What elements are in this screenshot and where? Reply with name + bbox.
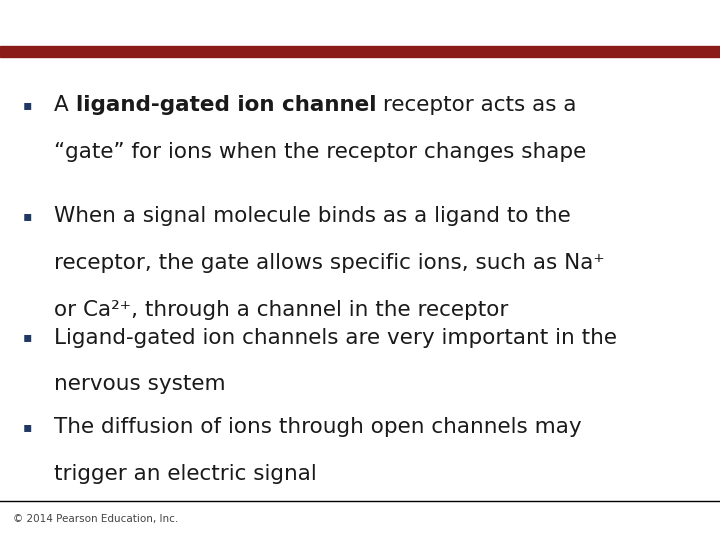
Text: Ligand-gated ion channels are very important in the: Ligand-gated ion channels are very impor… (54, 327, 617, 348)
Text: nervous system: nervous system (54, 374, 225, 395)
Text: ▪: ▪ (22, 330, 32, 345)
Text: “gate” for ions when the receptor changes shape: “gate” for ions when the receptor change… (54, 142, 586, 163)
Text: receptor acts as a: receptor acts as a (376, 95, 577, 116)
Text: receptor, the gate allows specific ions, such as Na⁺: receptor, the gate allows specific ions,… (54, 253, 605, 273)
Text: ligand-gated ion channel: ligand-gated ion channel (76, 95, 376, 116)
Text: The diffusion of ions through open channels may: The diffusion of ions through open chann… (54, 416, 582, 437)
Text: ▪: ▪ (22, 98, 32, 112)
Text: When a signal molecule binds as a ligand to the: When a signal molecule binds as a ligand… (54, 206, 571, 226)
Text: trigger an electric signal: trigger an electric signal (54, 463, 317, 484)
Bar (0, 46, 720, 57)
Text: © 2014 Pearson Education, Inc.: © 2014 Pearson Education, Inc. (13, 515, 179, 524)
Text: ▪: ▪ (22, 209, 32, 223)
Text: A: A (54, 95, 76, 116)
Text: or Ca²⁺, through a channel in the receptor: or Ca²⁺, through a channel in the recept… (54, 300, 508, 320)
Text: ▪: ▪ (22, 420, 32, 434)
